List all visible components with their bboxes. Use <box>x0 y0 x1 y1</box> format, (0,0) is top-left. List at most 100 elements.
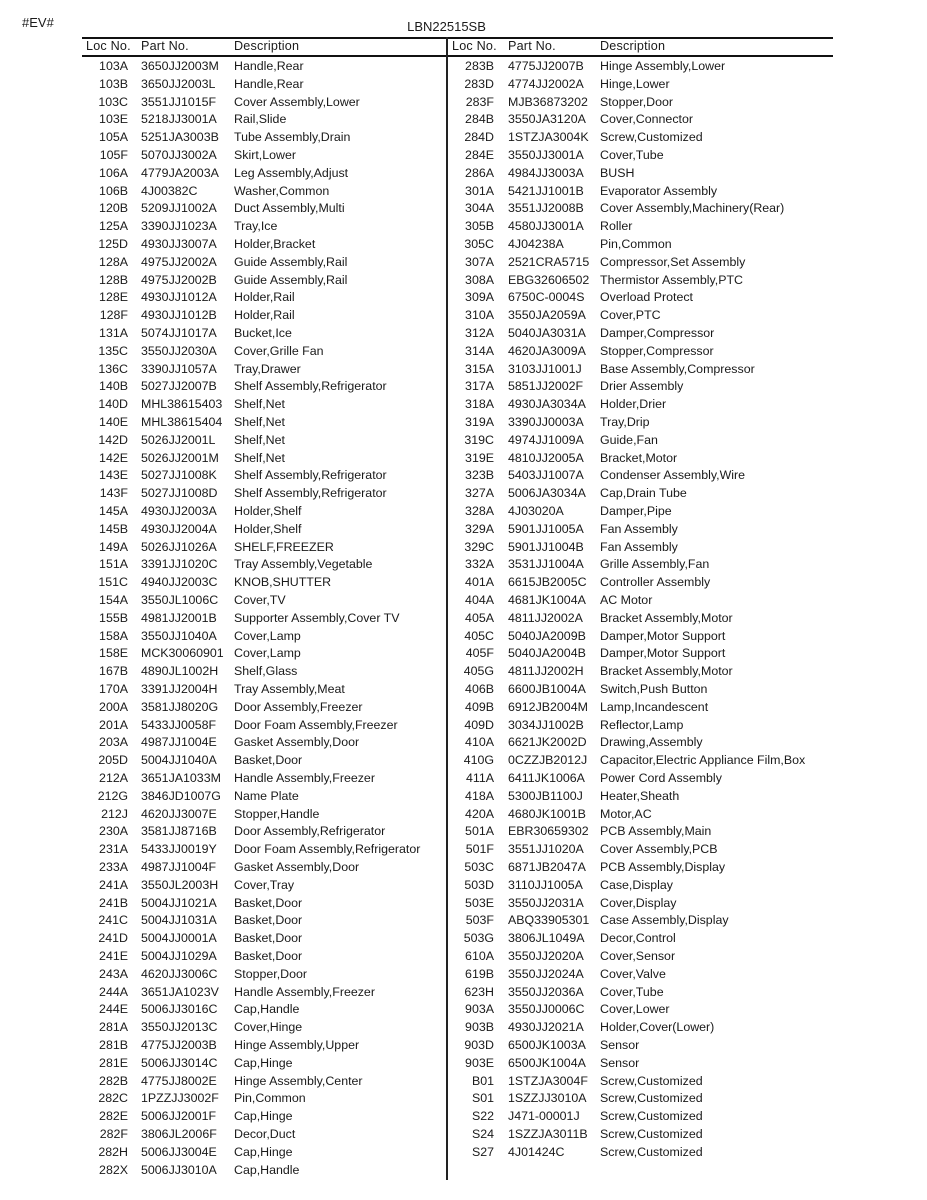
description: KNOB,SHUTTER <box>234 575 332 590</box>
part-number: 4810JJ2005A <box>508 450 584 465</box>
loc-number: 212J <box>101 806 128 821</box>
description: Guide,Fan <box>600 432 658 447</box>
document-tag: #EV# <box>22 15 54 30</box>
loc-number: 131A <box>99 326 128 340</box>
description: Bracket Assembly,Motor <box>600 610 733 625</box>
description: Hinge,Lower <box>600 76 670 91</box>
part-number: 4890JL1002H <box>141 664 219 679</box>
loc-number: 145B <box>99 521 128 536</box>
loc-number: 420A <box>465 806 494 821</box>
description: Name Plate <box>234 788 299 803</box>
description: Evaporator Assembly <box>600 183 718 198</box>
description: Basket,Door <box>234 931 303 946</box>
part-number: 3550JJ1040A <box>141 628 217 643</box>
description: Door Assembly,Freezer <box>234 699 363 714</box>
loc-number: 418A <box>465 788 494 803</box>
part-number: 6500JK1003A <box>508 1038 586 1052</box>
loc-number: 503E <box>465 895 494 910</box>
description: Screw,Customized <box>600 1073 703 1088</box>
part-number: 4981JJ2001B <box>141 610 217 625</box>
part-number: 5006JJ3010A <box>141 1162 217 1177</box>
description: Screw,Customized <box>600 1091 703 1106</box>
description: Cover Assembly,PCB <box>600 842 718 857</box>
description: Compressor,Set Assembly <box>600 254 746 269</box>
loc-number: 903B <box>465 1020 494 1035</box>
description: Shelf,Net <box>234 450 285 465</box>
right-header-desc: Description <box>600 39 666 53</box>
loc-number: 405C <box>464 628 494 643</box>
part-number: 5209JJ1002A <box>141 201 217 216</box>
description: Power Cord Assembly <box>600 771 722 785</box>
part-number: 5433JJ0019Y <box>141 842 217 857</box>
left-header-loc: Loc No. <box>86 39 131 53</box>
loc-number: 105F <box>99 148 128 162</box>
part-number: 5027JJ1008K <box>141 468 217 483</box>
part-number: 3551JJ1020A <box>508 842 584 857</box>
loc-number: 317A <box>465 379 494 394</box>
description: Cover,Lamp <box>234 646 301 661</box>
loc-number: 284E <box>465 148 494 162</box>
part-number: 4975JJ2002A <box>141 254 217 269</box>
part-number: 4775JJ2003B <box>141 1038 217 1052</box>
part-number: 4974JJ1009A <box>508 432 584 447</box>
part-number: 3391JJ1020C <box>141 557 218 572</box>
loc-number: S24 <box>471 1127 494 1141</box>
loc-number: 283F <box>465 94 494 109</box>
description: Washer,Common <box>234 183 330 198</box>
part-number: 6500JK1004A <box>508 1055 586 1070</box>
part-number: 5006JJ2001F <box>141 1109 217 1124</box>
loc-number: 318A <box>465 397 494 412</box>
part-number: 3550JJ2036A <box>508 984 584 999</box>
description: Stopper,Handle <box>234 806 320 821</box>
description: Hinge Assembly,Upper <box>234 1038 360 1052</box>
description: Basket,Door <box>234 753 303 768</box>
description: Screw,Customized <box>600 1109 703 1124</box>
description: Tray,Drip <box>600 415 650 429</box>
description: Holder,Cover(Lower) <box>600 1020 715 1035</box>
part-number: 4930JJ1012B <box>141 308 217 323</box>
loc-number: 307A <box>465 254 494 269</box>
loc-number: 233A <box>99 860 128 874</box>
description: Gasket Assembly,Door <box>234 860 360 874</box>
part-number: 6615JB2005C <box>508 575 587 590</box>
part-number: 5006JJ3014C <box>141 1055 218 1070</box>
loc-number: 405A <box>465 610 494 625</box>
description: Cover,TV <box>234 593 286 607</box>
description: Controller Assembly <box>600 575 711 590</box>
part-number: 3550JJ2020A <box>508 949 584 963</box>
part-number: ABQ33905301 <box>508 913 590 928</box>
description: Cover,PTC <box>600 308 661 323</box>
description: Case,Display <box>600 877 673 892</box>
loc-number: 329A <box>465 521 494 536</box>
loc-number: 405F <box>465 646 494 661</box>
description: Cover,Sensor <box>600 949 676 963</box>
description: Cover Assembly,Lower <box>234 94 360 109</box>
description: Condenser Assembly,Wire <box>600 468 746 483</box>
description: Cover,Lower <box>600 1002 670 1017</box>
description: Hinge Assembly,Center <box>234 1073 363 1088</box>
loc-number: 282F <box>99 1127 128 1141</box>
left-header-part: Part No. <box>141 39 189 53</box>
description: Cover,Tray <box>234 877 295 892</box>
part-number: 3550JJ2031A <box>508 895 584 910</box>
description: Holder,Shelf <box>234 521 302 536</box>
description: Gasket Assembly,Door <box>234 735 360 750</box>
description: Decor,Control <box>600 931 676 946</box>
loc-number: 319E <box>465 450 494 465</box>
part-number: 3110JJ1005A <box>508 877 583 892</box>
loc-number: 501A <box>465 824 494 839</box>
part-number: 3551JJ1015F <box>141 94 217 109</box>
part-number: 3806JL1049A <box>508 931 585 946</box>
part-number: 3650JJ2003L <box>141 76 216 91</box>
part-number: 4775JJ8002E <box>141 1073 217 1088</box>
loc-number: 319C <box>464 432 494 447</box>
loc-number: 503D <box>464 877 494 892</box>
part-number: 4J04238A <box>508 237 564 251</box>
loc-number: 241A <box>99 877 128 892</box>
loc-number: 305B <box>465 219 494 234</box>
part-number: 5004JJ1040A <box>141 753 217 768</box>
loc-number: 201A <box>99 717 128 732</box>
description: Handle,Rear <box>234 59 304 73</box>
description: Shelf Assembly,Refrigerator <box>234 379 387 394</box>
loc-number: 501F <box>465 842 494 857</box>
